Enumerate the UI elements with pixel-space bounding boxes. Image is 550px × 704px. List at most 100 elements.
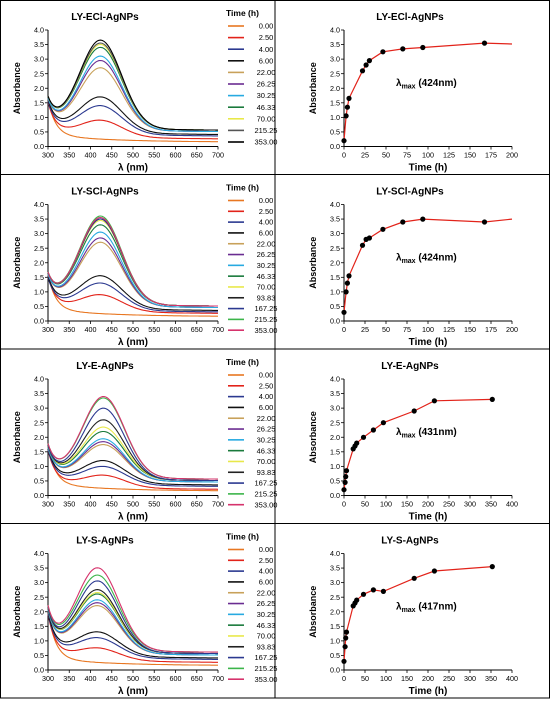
x-tick-label: 0 <box>342 500 346 509</box>
x-tick-label: 350 <box>63 674 75 683</box>
x-tick-label: 350 <box>63 500 75 509</box>
legend-label: 26.25 <box>257 425 276 434</box>
x-axis-label: Time (h) <box>409 512 448 523</box>
y-tick-label: 2.5 <box>34 69 44 78</box>
x-tick-label: 75 <box>403 151 411 160</box>
lambda-max-annotation: λmax (417nm) <box>396 601 457 614</box>
data-point <box>400 219 406 225</box>
series-line <box>47 438 218 483</box>
legend-label: 215.25 <box>255 664 278 673</box>
lambda-value: (417nm) <box>416 601 457 612</box>
lambda-subscript: max <box>402 607 416 614</box>
x-axis-label: Time (h) <box>409 337 448 348</box>
kinetics-line <box>343 566 493 662</box>
x-tick-label: 600 <box>170 674 182 683</box>
x-tick-label: 650 <box>191 674 203 683</box>
series-line <box>47 96 218 135</box>
series-line <box>47 430 218 482</box>
x-tick-label: 100 <box>422 151 434 160</box>
legend-label: 70.00 <box>257 114 276 123</box>
y-tick-label: 2.0 <box>34 84 44 93</box>
data-point <box>400 46 406 52</box>
legend-label: 4.00 <box>259 218 274 227</box>
y-tick-label: 3.5 <box>34 40 44 49</box>
y-tick-label: 1.5 <box>330 98 340 107</box>
data-point <box>380 226 386 232</box>
series-line <box>47 276 218 314</box>
y-axis-label: Absorbance <box>308 586 318 638</box>
x-tick-label: 300 <box>464 500 476 509</box>
chart-title: LY-S-AgNPs <box>76 536 134 547</box>
y-tick-label: 0.5 <box>34 302 44 311</box>
y-tick-label: 1.0 <box>34 636 44 645</box>
series-line <box>47 613 218 663</box>
x-axis-label: λ (nm) <box>118 163 148 174</box>
legend-label: 4.00 <box>259 392 274 401</box>
x-axis-label: Time (h) <box>409 163 448 174</box>
legend-title: Time (h) <box>226 532 259 542</box>
y-tick-label: 0.0 <box>34 491 44 500</box>
lambda-value: (424nm) <box>416 252 457 263</box>
y-tick-label: 0.5 <box>330 128 340 137</box>
x-tick-label: 75 <box>403 325 411 334</box>
spectrum-panel: 0.0 0.5 1.0 1.5 2.0 2.5 3.0 3.5 4.0 300 350 400 450 5… <box>12 357 277 523</box>
y-tick-label: 3.5 <box>34 564 44 573</box>
y-tick-label: 2.0 <box>34 607 44 616</box>
legend-label: 22.00 <box>257 68 276 77</box>
chart-title: LY-S-AgNPs <box>381 536 439 547</box>
x-tick-label: 600 <box>170 325 182 334</box>
series-line <box>47 231 218 309</box>
lambda-max-annotation: λmax (424nm) <box>396 78 457 91</box>
legend-label: 30.25 <box>257 261 276 270</box>
y-tick-label: 1.5 <box>34 98 44 107</box>
legend-label: 46.33 <box>257 272 276 281</box>
series-line <box>47 101 218 140</box>
series-line <box>47 216 218 307</box>
legend-label: 6.00 <box>259 56 274 65</box>
x-tick-label: 125 <box>443 151 455 160</box>
x-tick-label: 550 <box>148 151 160 160</box>
legend-label: 353.00 <box>255 138 278 147</box>
y-tick-label: 2.5 <box>34 418 44 427</box>
x-axis-label: λ (nm) <box>118 512 148 523</box>
lambda-subscript: max <box>402 83 416 90</box>
x-tick-label: 700 <box>212 151 224 160</box>
x-tick-label: 700 <box>212 325 224 334</box>
series-line <box>47 237 218 309</box>
y-tick-label: 0.0 <box>330 491 340 500</box>
series-line <box>47 55 218 133</box>
x-tick-label: 450 <box>106 151 118 160</box>
series-line <box>47 602 218 656</box>
legend-label: 6.00 <box>259 578 274 587</box>
x-tick-label: 700 <box>212 674 224 683</box>
y-tick-label: 1.5 <box>330 622 340 631</box>
y-axis-label: Absorbance <box>308 411 318 463</box>
data-point <box>343 468 350 474</box>
lambda-subscript: max <box>402 432 416 439</box>
legend-title: Time (h) <box>226 357 259 367</box>
x-tick-label: 250 <box>443 674 455 683</box>
data-point <box>343 289 349 295</box>
x-tick-label: 200 <box>506 151 518 160</box>
y-tick-label: 2.0 <box>34 433 44 442</box>
data-point <box>431 398 437 404</box>
y-tick-label: 3.0 <box>330 404 340 413</box>
y-tick-label: 1.5 <box>34 447 44 456</box>
x-tick-label: 650 <box>191 151 203 160</box>
legend-label: 30.25 <box>257 435 276 444</box>
legend-label: 93.83 <box>257 642 276 651</box>
chart-title: LY-ECl-AgNPs <box>71 12 139 23</box>
y-tick-label: 3.5 <box>330 564 340 573</box>
x-tick-label: 400 <box>85 500 97 509</box>
legend-label: 0.00 <box>259 545 274 554</box>
x-tick-label: 150 <box>464 151 476 160</box>
data-point <box>380 49 386 55</box>
x-tick-label: 200 <box>506 325 518 334</box>
y-tick-label: 2.5 <box>330 244 340 253</box>
data-point <box>343 629 350 635</box>
legend-label: 167.25 <box>255 653 278 662</box>
x-tick-label: 350 <box>63 325 75 334</box>
legend-label: 46.33 <box>257 621 276 630</box>
y-tick-label: 3.5 <box>330 389 340 398</box>
x-tick-label: 100 <box>380 500 392 509</box>
